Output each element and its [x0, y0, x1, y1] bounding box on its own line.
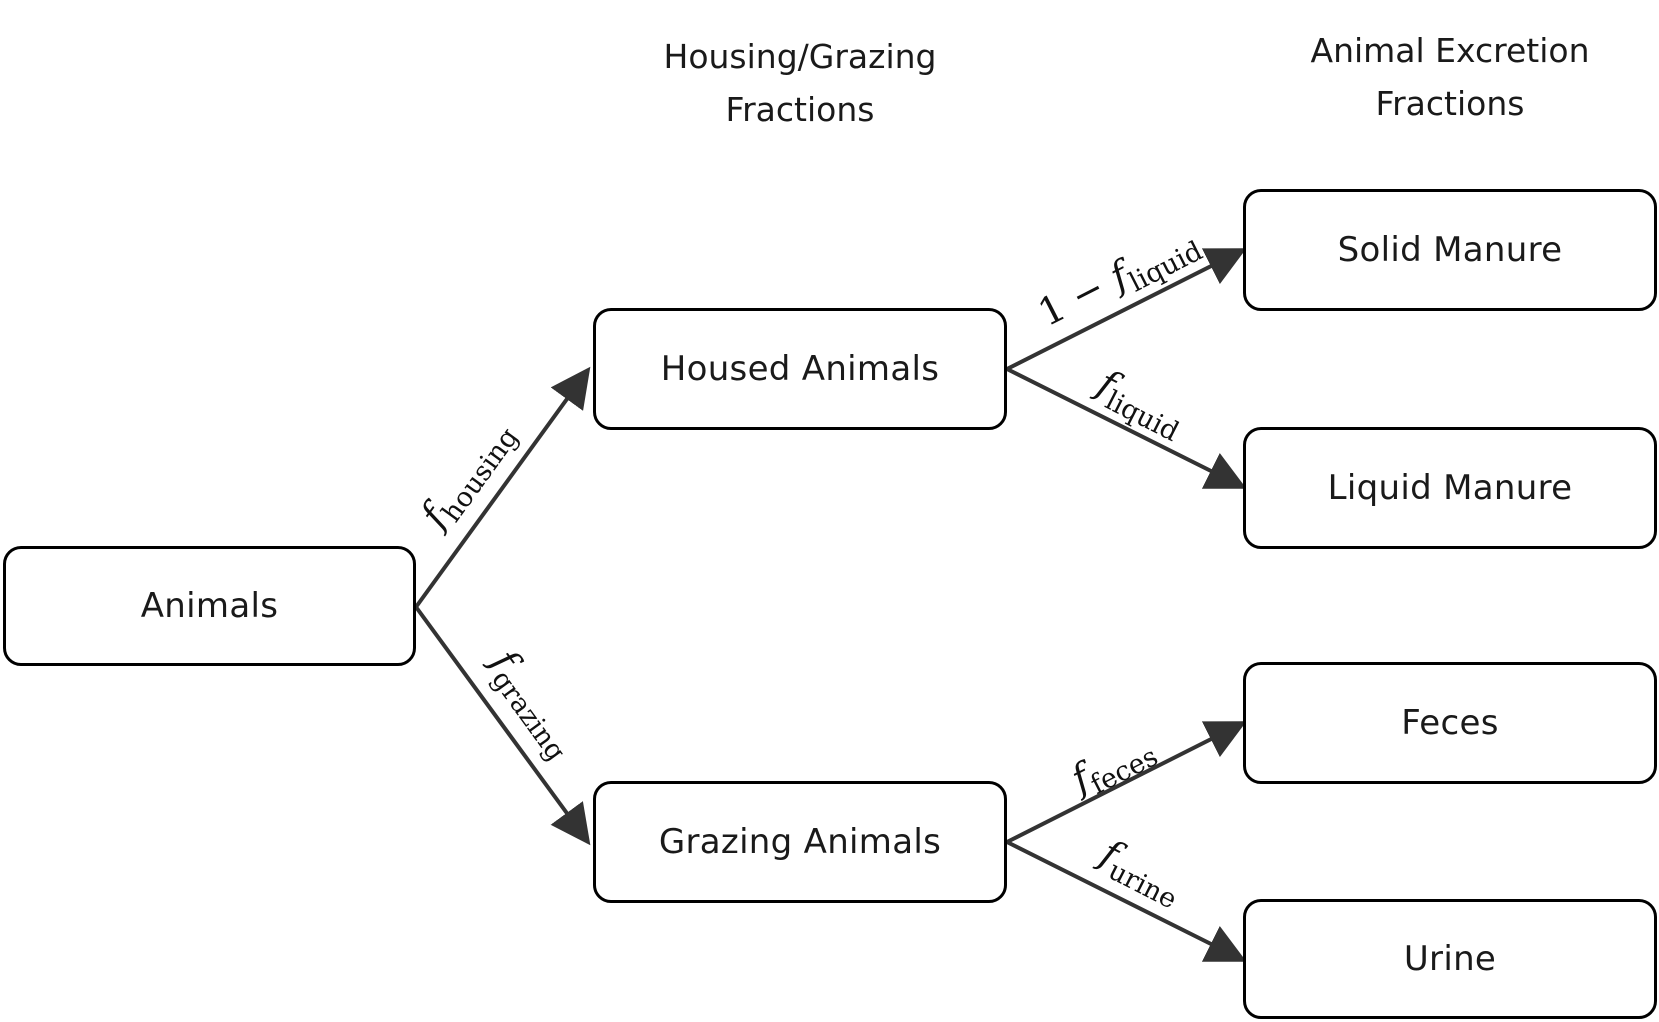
node-liquid-manure: Liquid Manure [1243, 427, 1657, 549]
node-feces: Feces [1243, 662, 1657, 784]
node-label: Housed Animals [660, 349, 940, 389]
header-line: Fractions [725, 90, 875, 129]
edge-label-subscript: feces [1086, 741, 1163, 801]
edge-grazing-feces [1006, 721, 1247, 844]
header-line: Fractions [1375, 84, 1525, 123]
housing-grazing-header: Housing/Grazing Fractions [590, 30, 1010, 136]
edge-animals-grazing [414, 605, 591, 846]
node-label: Liquid Manure [1327, 468, 1573, 508]
header-line: Animal Excretion [1310, 31, 1590, 70]
node-urine: Urine [1243, 899, 1657, 1019]
edge-label-subscript: grazing [485, 665, 571, 767]
edge-label-grazing: fgrazing [475, 639, 587, 767]
node-label: Feces [1401, 703, 1499, 743]
edge-animals-housed [414, 366, 591, 609]
header-line: Housing/Grazing [663, 37, 937, 76]
node-label: Animals [140, 586, 279, 626]
node-solid-manure: Solid Manure [1243, 189, 1657, 311]
node-grazing-animals: Grazing Animals [593, 781, 1007, 903]
edge-housed-liquid [1006, 367, 1247, 489]
edge-label-subscript: urine [1103, 855, 1182, 915]
edge-grazing-urine [1006, 840, 1247, 962]
node-label: Solid Manure [1337, 230, 1563, 270]
excretion-header: Animal Excretion Fractions [1240, 24, 1659, 130]
node-label: Urine [1403, 939, 1497, 979]
node-label: Grazing Animals [658, 822, 942, 862]
node-housed-animals: Housed Animals [593, 308, 1007, 430]
edge-label-urine: furine [1088, 829, 1191, 915]
edge-label-housing: fhousing [410, 410, 525, 541]
edge-housed-solid [1006, 248, 1247, 371]
node-animals: Animals [3, 546, 416, 666]
edge-label-feces: ffeces [1061, 723, 1163, 808]
